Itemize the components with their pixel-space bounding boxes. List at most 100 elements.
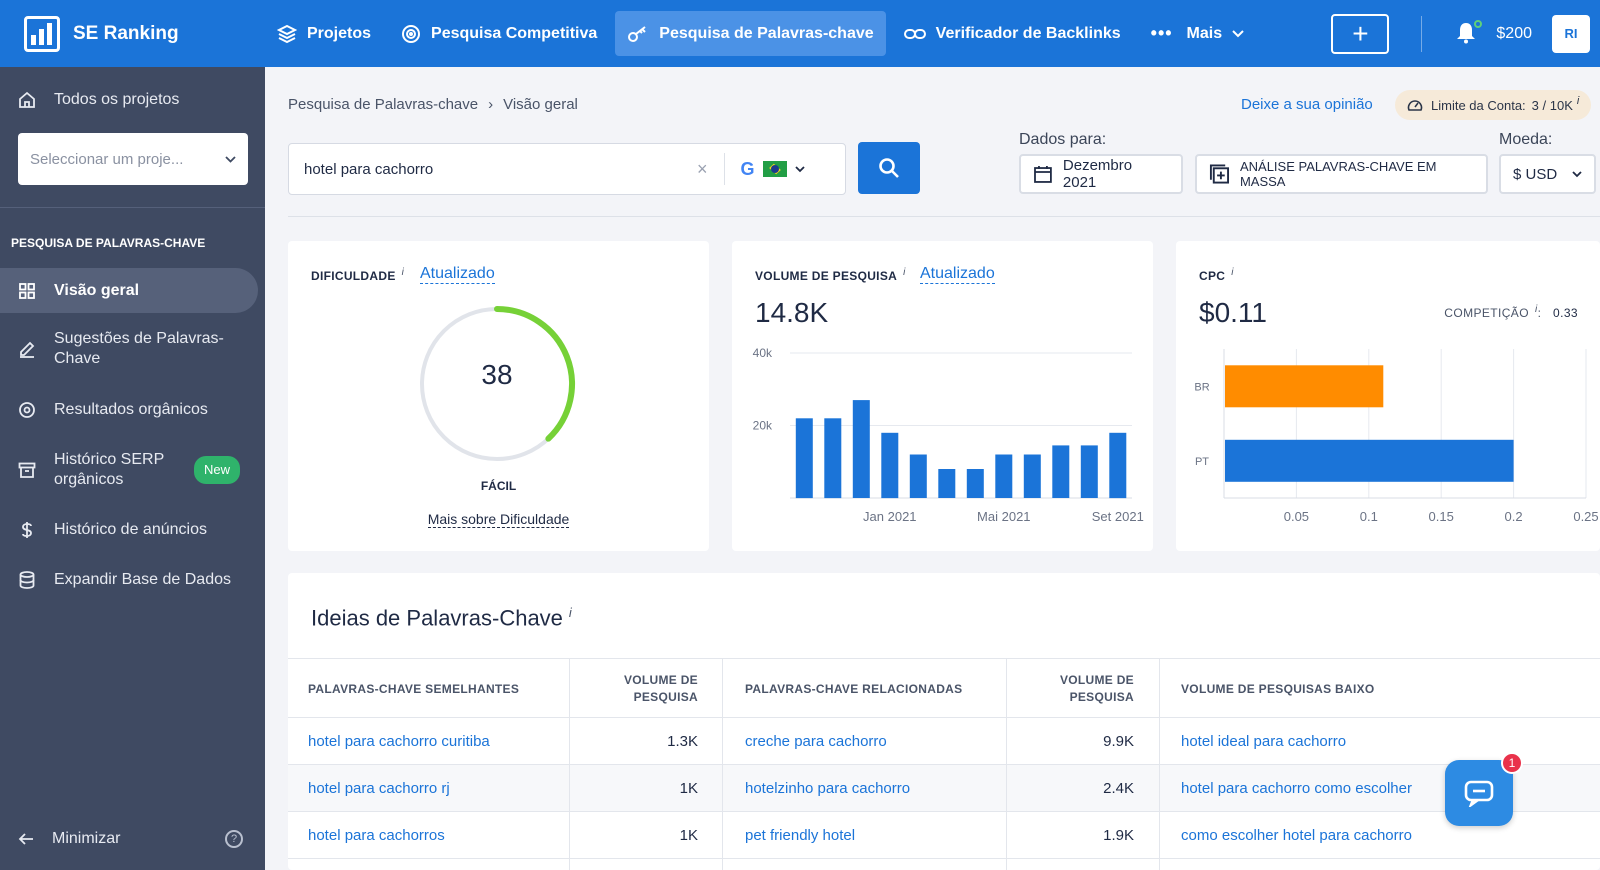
sidebar-item-label: Histórico de anúncios [54,521,207,538]
keyword-link[interactable]: hotel para cachorro rj [308,780,450,797]
sidebar-item-organic-results[interactable]: Resultados orgânicos [0,385,265,435]
keyword-link[interactable]: hotel ideal para cachorro [1181,733,1347,750]
sidebar-item-serp-history[interactable]: Histórico SERP orgânicos New [0,435,265,505]
column-divider [1006,658,1007,870]
x-tick-label: Jan 2021 [863,509,917,524]
nav-item-competitive-research[interactable]: Pesquisa Competitiva [389,11,609,56]
keyword-ideas-title: Ideias de Palavras-Chave i [311,605,572,631]
sidebar-item-expand-database[interactable]: Expandir Base de Dados [0,555,265,605]
brazil-flag-icon [762,161,787,177]
calendar-icon [1034,166,1052,183]
cpc-bar[interactable] [1225,439,1514,482]
volume-bar[interactable] [995,454,1013,499]
cpc-value: $0.11 [1199,297,1267,328]
info-icon[interactable]: i [1231,267,1234,278]
date-picker-button[interactable]: Dezembro 2021 [1019,154,1183,194]
difficulty-updated-link[interactable]: Atualizado [420,265,495,284]
sidebar-item-ads-history[interactable]: Histórico de anúncios [0,505,265,555]
search-volume-updated-link[interactable]: Atualizado [920,265,995,284]
account-balance[interactable]: $200 [1496,24,1532,42]
target-icon [19,402,35,418]
nav-item-backlink-checker[interactable]: Verificador de Backlinks [892,11,1133,56]
nav-item-keyword-research[interactable]: Pesquisa de Palavras-chave [615,11,886,56]
keyword-link[interactable]: pet friendly hotel [745,827,856,844]
info-icon[interactable]: i [401,267,405,278]
difficulty-gauge [420,306,575,461]
x-tick-label: 0.15 [1429,509,1454,524]
currency-select[interactable]: $ USD [1499,154,1596,194]
pencil-icon [20,341,35,358]
x-tick-label: Mai 2021 [977,509,1030,524]
keyword-link[interactable]: hotel para cachorros [308,827,445,844]
sidebar-all-projects[interactable]: Todos os projetos [0,67,265,133]
cpc-title: CPC i [1199,267,1234,283]
nav-item-label: Pesquisa de Palavras-chave [659,24,874,42]
database-icon [19,571,35,589]
volume-bar[interactable] [1023,454,1041,499]
chat-badge: 1 [1501,752,1523,774]
bulk-analysis-button[interactable]: ANÁLISE PALAVRAS-CHAVE EM MASSA [1195,154,1488,194]
sidebar-item-keyword-suggestions[interactable]: Sugestões de Palavras-Chave [0,313,265,385]
difficulty-card: DIFICULDADE i Atualizado 38 FÁCIL Mais so… [288,241,709,551]
feedback-link[interactable]: Deixe a sua opinião [1241,96,1373,113]
archive-icon [18,462,36,478]
table-row: hotel para cachorro curitiba 1.3K creche… [288,718,1600,765]
volume-bar[interactable] [824,418,842,499]
table-header: PALAVRAS-CHAVE SEMELHANTES VOLUME DE PES… [288,658,1600,718]
nav-item-projects[interactable]: Projetos [265,11,383,56]
nav-item-more[interactable]: ••• Mais [1139,11,1256,56]
volume-bar[interactable] [938,469,956,498]
column-header: PALAVRAS-CHAVE RELACIONADAS [745,681,963,696]
clear-icon[interactable]: × [697,158,708,179]
difficulty-gauge-arc [494,306,575,442]
help-icon[interactable]: ? [225,830,243,848]
project-select[interactable]: Seleccionar um proje... [18,133,248,185]
keyword-link[interactable]: hotel para cachorro curitiba [308,733,490,750]
keyword-search-input[interactable] [289,160,689,178]
add-button[interactable]: + [1331,13,1390,54]
bulk-analysis-label: ANÁLISE PALAVRAS-CHAVE EM MASSA [1239,159,1437,189]
plus-icon: + [1352,17,1369,49]
search-button[interactable] [858,142,920,194]
account-limit-value: 3 / 10K [1531,97,1573,113]
difficulty-more-link[interactable]: Mais sobre Dificuldade [427,511,570,528]
info-icon[interactable]: i [568,605,572,620]
keyword-link[interactable]: creche para cachorro [745,733,887,750]
keyword-link[interactable]: hotel para cachorro como escolher [1181,780,1412,797]
volume-bar[interactable] [1109,432,1127,499]
brand[interactable]: SE Ranking [0,0,265,67]
sidebar-minimize[interactable]: Minimizar ? [18,830,243,848]
volume-bar[interactable] [1052,445,1070,498]
info-icon[interactable]: i [903,267,906,278]
column-divider [569,658,570,870]
volume-bar[interactable] [881,432,899,499]
search-volume-value: 14.8K [755,297,829,328]
grid-icon [19,282,35,299]
breadcrumb-parent[interactable]: Pesquisa de Palavras-chave [288,96,479,113]
layers-icon [277,24,297,43]
y-tick-label: PT [1195,456,1209,468]
volume-bar[interactable] [795,418,813,499]
sidebar-item-overview[interactable]: Visão geral [0,268,258,313]
keyword-link[interactable]: como escolher hotel para cachorro [1181,827,1412,844]
info-icon[interactable]: i [1534,304,1538,315]
google-icon: G [740,158,755,179]
search-engine-select[interactable]: G [741,159,805,180]
divider [288,216,1600,217]
sidebar-all-projects-label: Todos os projetos [54,91,180,108]
nav-item-label: Pesquisa Competitiva [431,24,598,42]
volume-bar[interactable] [966,469,984,498]
y-tick-label: BR [1194,381,1209,393]
volume-bar[interactable] [1080,445,1098,498]
notifications-button[interactable] [1456,19,1483,46]
chat-button[interactable]: 1 [1445,752,1523,826]
cpc-bar[interactable] [1225,365,1384,408]
competition-value: 0.33 [1553,306,1578,320]
info-icon[interactable]: i [1576,95,1580,107]
avatar[interactable]: RI [1552,14,1590,53]
keyword-link[interactable]: hotelzinho para cachorro [745,780,911,797]
search-icon [879,158,899,178]
data-for-label: Dados para: [1019,131,1107,148]
volume-bar[interactable] [909,454,927,499]
volume-bar[interactable] [852,400,870,498]
